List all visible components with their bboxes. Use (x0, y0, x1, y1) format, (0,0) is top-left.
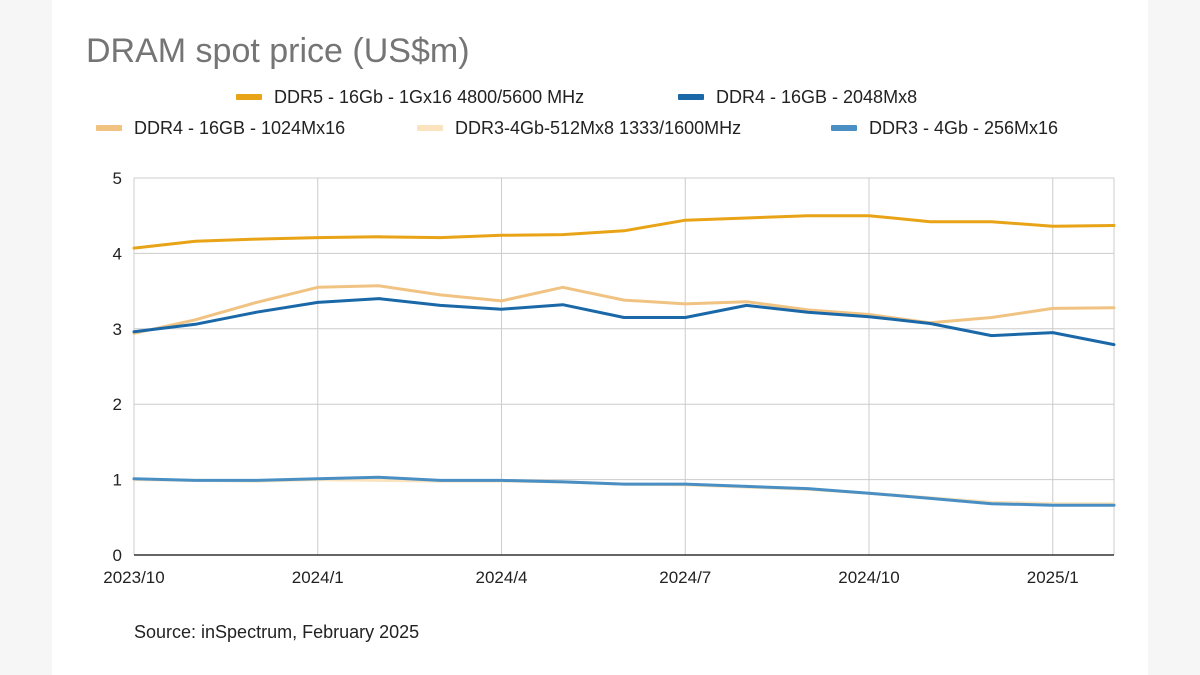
x-tick-label: 2024/7 (659, 568, 711, 587)
y-tick-label: 5 (113, 169, 122, 188)
legend: DDR5 - 16Gb - 1Gx16 4800/5600 MHz DDR4 - … (96, 87, 1058, 138)
x-tick-label: 2025/1 (1027, 568, 1079, 587)
series-line (132, 297, 1116, 347)
x-axis-ticks: 2023/10 2024/1 2024/4 2024/7 2024/10 2025/1 (103, 568, 1078, 587)
series-line (132, 284, 1116, 335)
legend-swatch (417, 125, 443, 131)
legend-swatch (831, 125, 857, 131)
x-tick-label: 2024/1 (292, 568, 344, 587)
legend-label: DDR4 - 16GB - 2048Mx8 (716, 87, 917, 107)
series-line (132, 214, 1116, 250)
legend-swatch (236, 94, 262, 100)
y-axis-ticks: 0 1 2 3 4 5 (113, 169, 122, 565)
x-tick-label: 2024/4 (476, 568, 528, 587)
y-tick-label: 0 (113, 546, 122, 565)
chart-svg: DRAM spot price (US$m) DDR5 - 16Gb - 1Gx… (86, 32, 1116, 642)
chart-card: DRAM spot price (US$m) DDR5 - 16Gb - 1Gx… (52, 0, 1148, 675)
legend-label: DDR5 - 16Gb - 1Gx16 4800/5600 MHz (274, 87, 584, 107)
legend-swatch (96, 125, 122, 131)
x-tick-label: 2024/10 (838, 568, 899, 587)
series-lines (132, 214, 1116, 507)
grid-lines (133, 177, 1115, 555)
series-line (132, 475, 1116, 507)
x-tick-label: 2023/10 (103, 568, 164, 587)
legend-label: DDR3-4Gb-512Mx8 1333/1600MHz (455, 118, 741, 138)
chart-title: DRAM spot price (US$m) (86, 32, 470, 70)
legend-label: DDR4 - 16GB - 1024Mx16 (134, 118, 345, 138)
y-tick-label: 4 (113, 244, 122, 263)
legend-swatch (678, 94, 704, 100)
y-tick-label: 3 (113, 320, 122, 339)
y-tick-label: 2 (113, 395, 122, 414)
y-tick-label: 1 (113, 471, 122, 490)
legend-label: DDR3 - 4Gb - 256Mx16 (869, 118, 1058, 138)
source-note: Source: inSpectrum, February 2025 (134, 622, 419, 642)
